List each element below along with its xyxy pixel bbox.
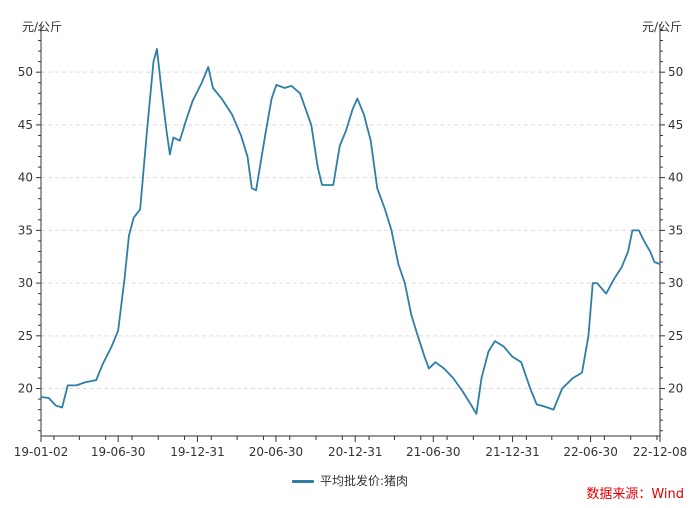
data-source-note: 数据来源：Wind	[586, 487, 684, 502]
right-y-tick-label: 30	[668, 276, 683, 290]
right-y-tick-label: 45	[668, 118, 683, 132]
right-axis-unit: 元/公斤	[641, 20, 682, 34]
left-y-tick-label: 40	[18, 171, 33, 185]
legend-label: 平均批发价:猪肉	[319, 474, 409, 488]
left-y-tick-label: 20	[18, 382, 33, 396]
x-tick-label: 22-06-30	[563, 445, 617, 459]
left-y-tick-label: 45	[18, 118, 33, 132]
left-y-tick-label: 30	[18, 276, 33, 290]
x-tick-label: 21-06-30	[406, 445, 460, 459]
left-y-tick-label: 50	[18, 65, 33, 79]
left-y-tick-label: 35	[18, 223, 33, 237]
x-tick-label: 22-12-08	[633, 445, 687, 459]
right-y-tick-label: 20	[668, 382, 683, 396]
x-tick-label: 19-01-02	[14, 445, 68, 459]
left-axis-unit: 元/公斤	[22, 20, 63, 34]
x-tick-label: 19-12-31	[170, 445, 224, 459]
x-tick-label: 19-06-30	[91, 445, 145, 459]
x-tick-label: 20-12-31	[328, 445, 382, 459]
legend-swatch	[291, 480, 314, 483]
right-y-tick-label: 50	[668, 65, 683, 79]
x-tick-label: 20-06-30	[249, 445, 303, 459]
right-y-tick-label: 25	[668, 329, 683, 343]
right-y-tick-label: 35	[668, 223, 683, 237]
right-y-tick-label: 40	[668, 171, 683, 185]
x-tick-label: 21-12-31	[485, 445, 539, 459]
left-y-tick-label: 25	[18, 329, 33, 343]
series-line-pork-price	[40, 48, 661, 415]
chart-legend[interactable]: 平均批发价:猪肉	[0, 472, 700, 489]
